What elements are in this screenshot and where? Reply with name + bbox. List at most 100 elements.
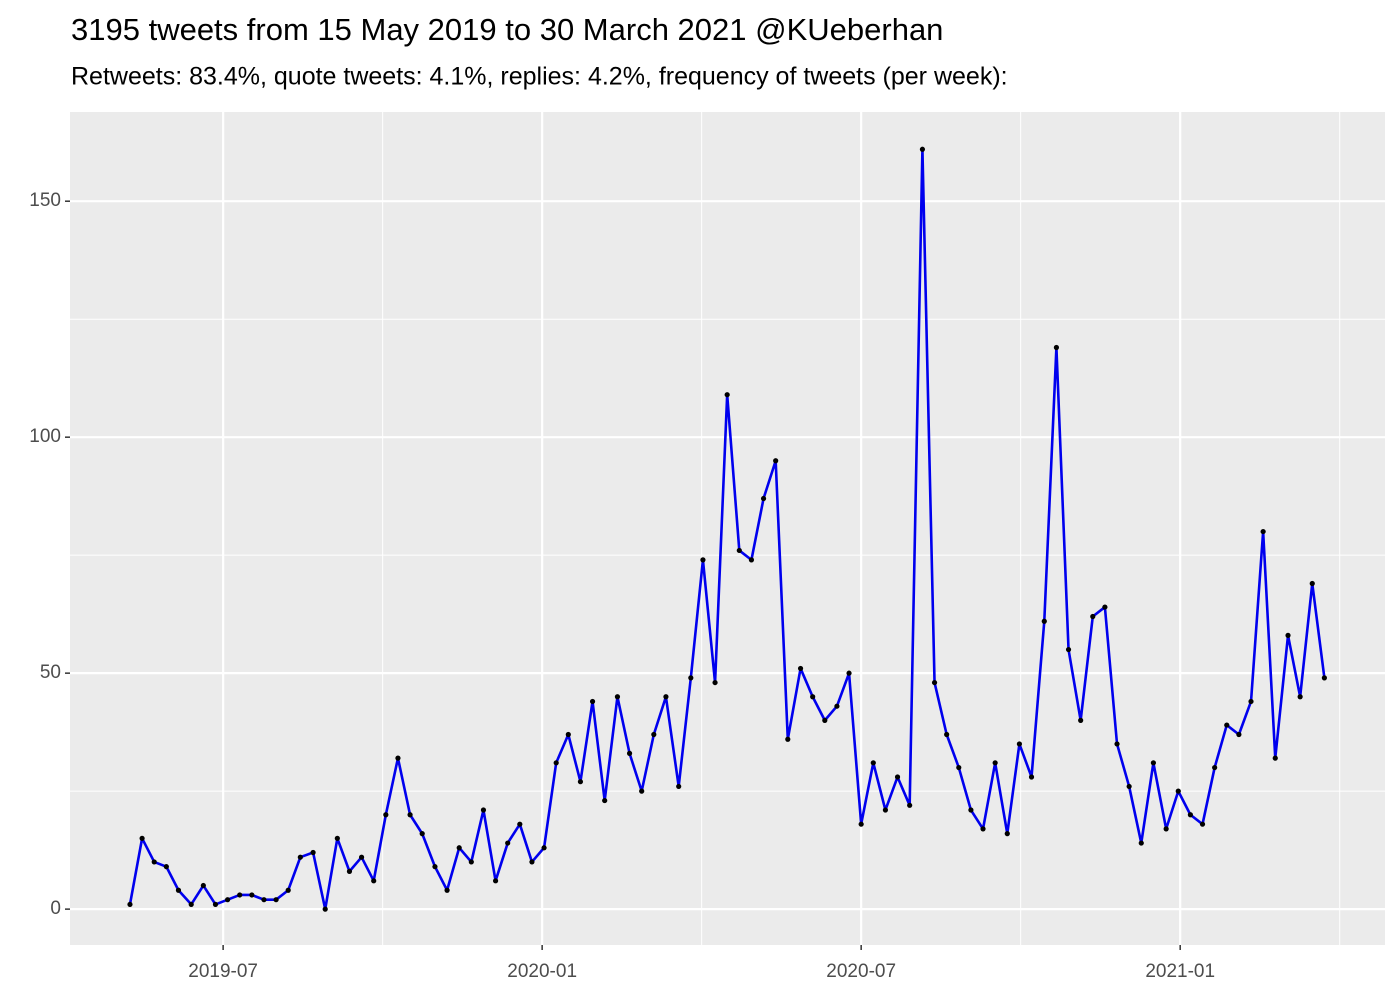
point [577,779,584,785]
point [870,760,876,766]
chart-title: 3195 tweets from 15 May 2019 to 30 March… [71,12,943,47]
point [1163,826,1169,832]
point [1053,344,1060,351]
point [785,736,791,742]
point [492,878,499,884]
point [1248,698,1254,705]
point [188,901,194,908]
point [419,831,425,837]
point [956,764,962,771]
point [1004,831,1010,837]
point [212,901,219,908]
point [1028,774,1035,780]
point [712,679,718,686]
point [1187,812,1193,818]
point [553,760,559,766]
point [944,731,950,738]
point [297,854,303,860]
point [1260,528,1266,535]
point [468,859,474,865]
point [614,694,621,700]
y-tick-label: 150 [29,190,61,211]
point [322,906,328,912]
plot-panel [70,112,1385,945]
point [1126,783,1132,790]
point [1065,646,1072,653]
point [1041,618,1047,624]
point [334,835,340,841]
point [224,897,231,903]
point [139,835,145,841]
point [310,849,316,856]
chart-subtitle: Retweets: 83.4%, quote tweets: 4.1%, rep… [71,63,1008,91]
point [346,868,353,874]
point [882,807,889,813]
point [395,755,401,761]
point [456,845,462,851]
point [748,557,755,563]
point [919,146,926,152]
point [810,694,816,700]
point [1175,788,1181,794]
point [249,892,255,898]
point [688,675,694,681]
point [505,840,511,846]
point [285,887,291,893]
point [1285,632,1291,638]
point [760,495,767,502]
point [1272,755,1278,761]
point [1138,840,1144,846]
point [992,760,998,766]
point [407,812,413,818]
point [529,859,535,865]
point [724,392,730,398]
point [651,731,657,738]
point [773,458,779,464]
point [565,731,571,738]
point [237,892,243,898]
point [894,774,901,780]
point [968,807,974,813]
point [273,897,279,903]
point [175,887,182,893]
point [980,826,986,832]
point [200,882,206,889]
point [480,807,487,813]
point [663,694,669,700]
point [1016,741,1023,747]
point [1236,731,1242,738]
point [1150,760,1156,766]
point [858,821,864,827]
point [1297,694,1303,700]
point [371,878,377,884]
point [736,547,742,554]
point [444,887,450,893]
x-tick-label: 2020-01 [507,961,577,982]
point [1212,764,1218,771]
point [907,802,913,808]
point [639,788,645,794]
point [589,698,596,705]
point [358,854,365,860]
point [261,897,267,903]
point [1102,604,1108,610]
point [1199,821,1206,827]
point [432,864,438,870]
point [834,703,840,709]
point [602,797,608,804]
x-tick-label: 2019-07 [188,961,258,982]
point [383,812,389,818]
point [931,679,938,686]
point [797,665,804,672]
point [700,557,706,563]
x-tick-label: 2021-01 [1145,961,1215,982]
point [676,783,682,790]
y-tick-label: 50 [40,662,61,683]
point [1321,675,1327,681]
point [1309,580,1315,587]
point [1078,717,1084,723]
point [1224,722,1230,728]
y-tick-label: 100 [29,426,61,447]
point [1090,613,1096,620]
